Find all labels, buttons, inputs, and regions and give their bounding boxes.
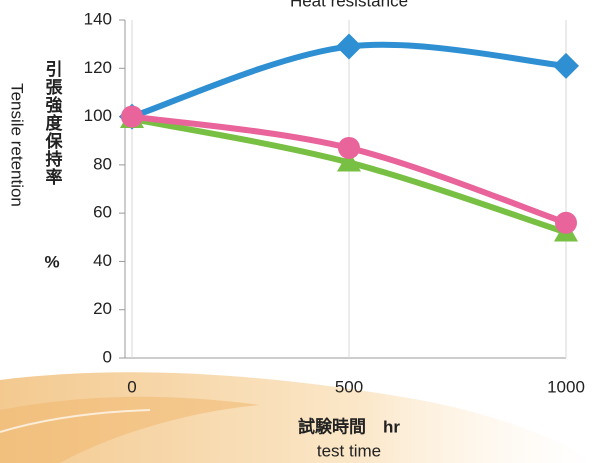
y-tick-label: 140 <box>84 9 112 28</box>
x-tick-label: 0 <box>127 377 136 396</box>
x-tick-label: 500 <box>335 377 363 396</box>
diamond-marker <box>553 52 579 79</box>
background-swoosh <box>0 372 596 463</box>
x-axis-label-ja: 試験時間 hr <box>298 416 400 436</box>
circle-marker <box>338 136 360 159</box>
circle-marker <box>555 211 577 234</box>
y-axis-unit: % <box>44 252 59 271</box>
y-tick-label: 20 <box>93 299 112 318</box>
x-axis-label: test time <box>317 441 381 460</box>
y-tick-label: 100 <box>84 106 112 125</box>
background-swoosh <box>0 396 260 463</box>
background-swoosh <box>0 409 151 433</box>
y-tick-label: 0 <box>103 347 112 366</box>
y-tick-label: 60 <box>93 203 112 222</box>
triangle-marker <box>337 150 361 172</box>
y-axis-label-ja: 引張強度保持率 <box>43 60 64 186</box>
x-tick-label: 1000 <box>547 377 585 396</box>
circle-marker <box>121 105 143 128</box>
y-tick-label: 80 <box>93 154 112 173</box>
diamond-marker <box>336 33 362 60</box>
chart-title: Heat resistance <box>290 0 408 10</box>
y-axis-label: Tensile retention <box>8 83 27 207</box>
y-tick-label: 120 <box>84 58 112 77</box>
y-tick-label: 40 <box>93 251 112 270</box>
